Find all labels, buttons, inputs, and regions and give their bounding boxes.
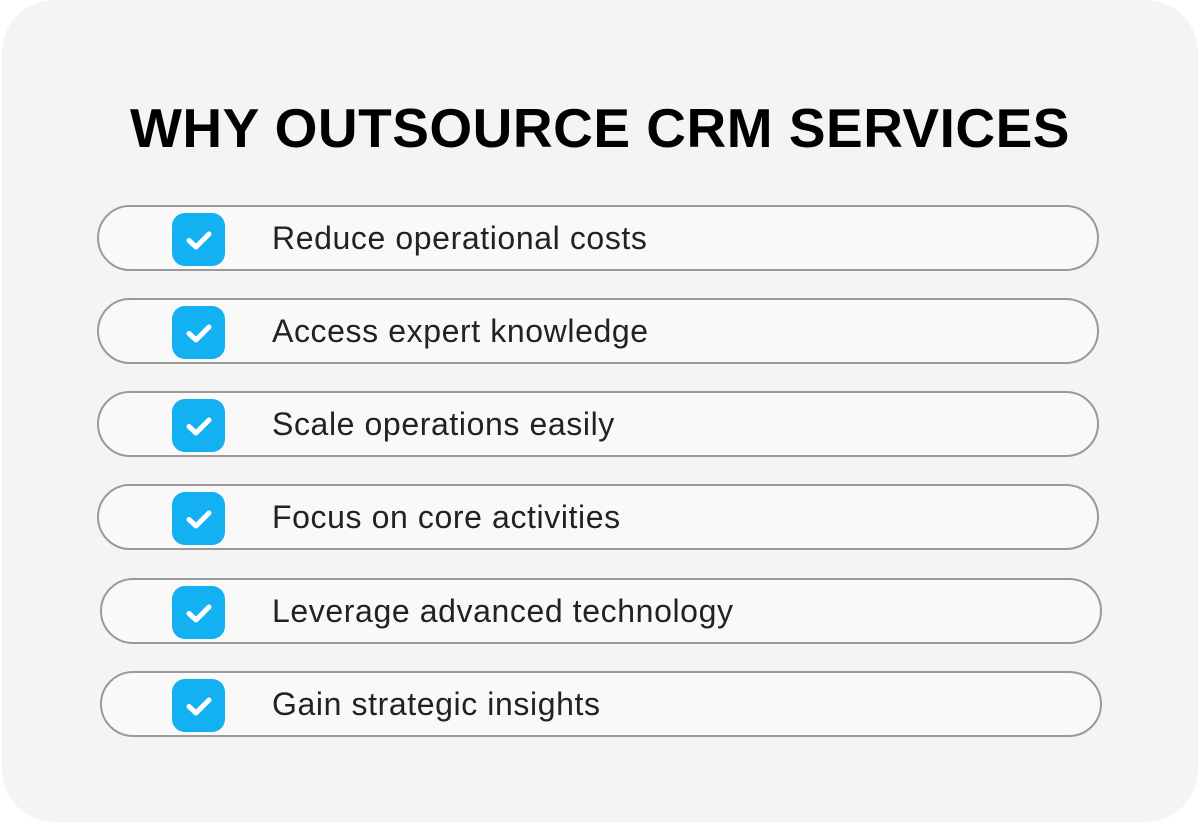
item-label: Gain strategic insights bbox=[272, 686, 601, 722]
check-icon bbox=[186, 697, 211, 715]
checkbox-checked bbox=[172, 679, 225, 732]
check-icon bbox=[186, 324, 211, 342]
checkbox-checked bbox=[172, 399, 225, 452]
list-item: Access expert knowledge bbox=[97, 298, 1099, 364]
check-icon bbox=[186, 604, 211, 622]
check-icon bbox=[186, 231, 211, 249]
checkbox-checked bbox=[172, 586, 225, 639]
checkbox-checked bbox=[172, 213, 225, 266]
item-label: Focus on core activities bbox=[272, 499, 621, 535]
checkbox-checked bbox=[172, 492, 225, 545]
item-label: Scale operations easily bbox=[272, 406, 615, 442]
item-label: Reduce operational costs bbox=[272, 220, 648, 256]
list-item: Reduce operational costs bbox=[97, 205, 1099, 271]
check-icon bbox=[186, 417, 211, 435]
page-title: WHY OUTSOURCE CRM SERVICES bbox=[130, 97, 1070, 159]
checkbox-checked bbox=[172, 306, 225, 359]
list-item: Gain strategic insights bbox=[100, 671, 1102, 737]
list-item: Scale operations easily bbox=[97, 391, 1099, 457]
item-label: Access expert knowledge bbox=[272, 313, 649, 349]
list-item: Leverage advanced technology bbox=[100, 578, 1102, 644]
list-item: Focus on core activities bbox=[97, 484, 1099, 550]
check-icon bbox=[186, 510, 211, 528]
item-label: Leverage advanced technology bbox=[272, 593, 734, 629]
